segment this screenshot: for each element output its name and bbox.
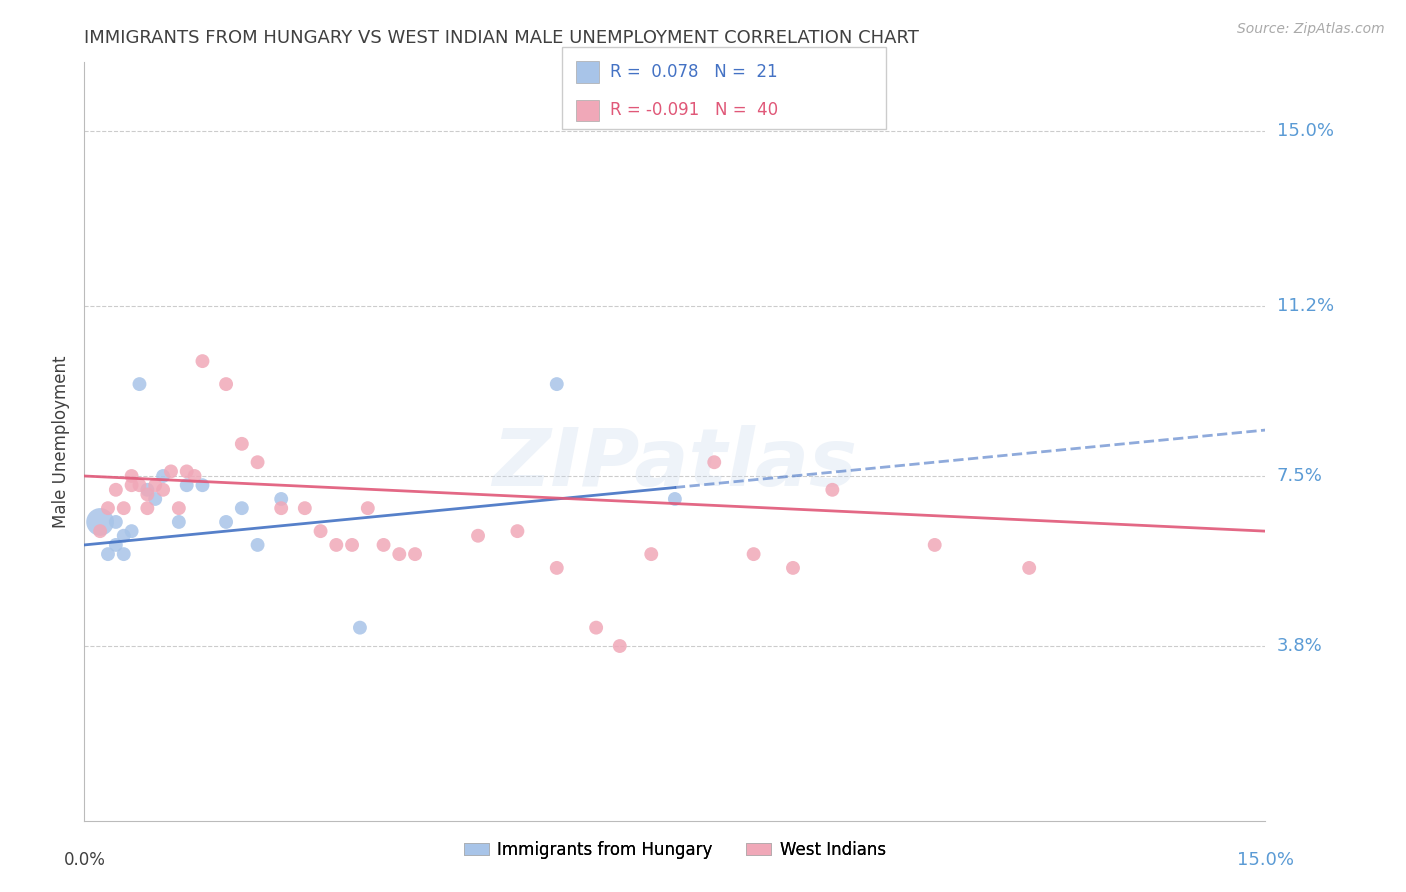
Point	[388, 547, 411, 561]
Point	[136, 487, 159, 501]
Point	[143, 478, 166, 492]
Text: 7.5%: 7.5%	[1277, 467, 1323, 485]
Point	[136, 501, 159, 516]
Text: 3.8%: 3.8%	[1277, 637, 1322, 655]
Point	[231, 437, 253, 451]
Point	[215, 515, 238, 529]
Point	[467, 529, 489, 543]
Text: 11.2%: 11.2%	[1277, 297, 1334, 315]
Point	[270, 491, 292, 506]
Point	[176, 464, 198, 478]
Point	[112, 501, 135, 516]
Point	[349, 621, 371, 635]
Text: 15.0%: 15.0%	[1277, 122, 1333, 140]
Point	[703, 455, 725, 469]
Point	[325, 538, 347, 552]
Point	[89, 515, 111, 529]
Text: ZIPatlas: ZIPatlas	[492, 425, 858, 503]
Point	[782, 561, 804, 575]
Text: R = -0.091   N =  40: R = -0.091 N = 40	[610, 102, 779, 120]
Point	[231, 501, 253, 516]
Point	[89, 524, 111, 538]
Point	[128, 478, 150, 492]
Point	[97, 501, 120, 516]
Point	[167, 515, 190, 529]
Point	[183, 469, 205, 483]
Point	[1018, 561, 1040, 575]
Text: 0.0%: 0.0%	[63, 851, 105, 869]
Point	[664, 491, 686, 506]
Point	[821, 483, 844, 497]
Point	[160, 464, 183, 478]
Text: IMMIGRANTS FROM HUNGARY VS WEST INDIAN MALE UNEMPLOYMENT CORRELATION CHART: IMMIGRANTS FROM HUNGARY VS WEST INDIAN M…	[84, 29, 920, 47]
Point	[97, 547, 120, 561]
Point	[215, 377, 238, 392]
Point	[104, 538, 127, 552]
Point	[128, 377, 150, 392]
Legend: Immigrants from Hungary, West Indians: Immigrants from Hungary, West Indians	[457, 834, 893, 865]
Point	[640, 547, 662, 561]
Point	[136, 483, 159, 497]
Point	[742, 547, 765, 561]
Point	[373, 538, 395, 552]
Point	[357, 501, 380, 516]
Point	[121, 524, 143, 538]
Point	[152, 483, 174, 497]
Point	[506, 524, 529, 538]
Point	[309, 524, 332, 538]
Text: Source: ZipAtlas.com: Source: ZipAtlas.com	[1237, 22, 1385, 37]
Text: 15.0%: 15.0%	[1237, 851, 1294, 869]
Text: R =  0.078   N =  21: R = 0.078 N = 21	[610, 62, 778, 81]
Point	[924, 538, 946, 552]
Point	[112, 547, 135, 561]
Point	[294, 501, 316, 516]
Point	[246, 455, 269, 469]
Point	[270, 501, 292, 516]
Point	[112, 529, 135, 543]
Point	[191, 354, 214, 368]
Point	[191, 478, 214, 492]
Point	[404, 547, 426, 561]
Point	[340, 538, 363, 552]
Point	[176, 478, 198, 492]
Point	[143, 491, 166, 506]
Point	[121, 469, 143, 483]
Point	[121, 478, 143, 492]
Point	[104, 515, 127, 529]
Point	[546, 377, 568, 392]
Y-axis label: Male Unemployment: Male Unemployment	[52, 355, 70, 528]
Point	[246, 538, 269, 552]
Point	[152, 469, 174, 483]
Point	[167, 501, 190, 516]
Point	[609, 639, 631, 653]
Point	[585, 621, 607, 635]
Point	[104, 483, 127, 497]
Point	[546, 561, 568, 575]
